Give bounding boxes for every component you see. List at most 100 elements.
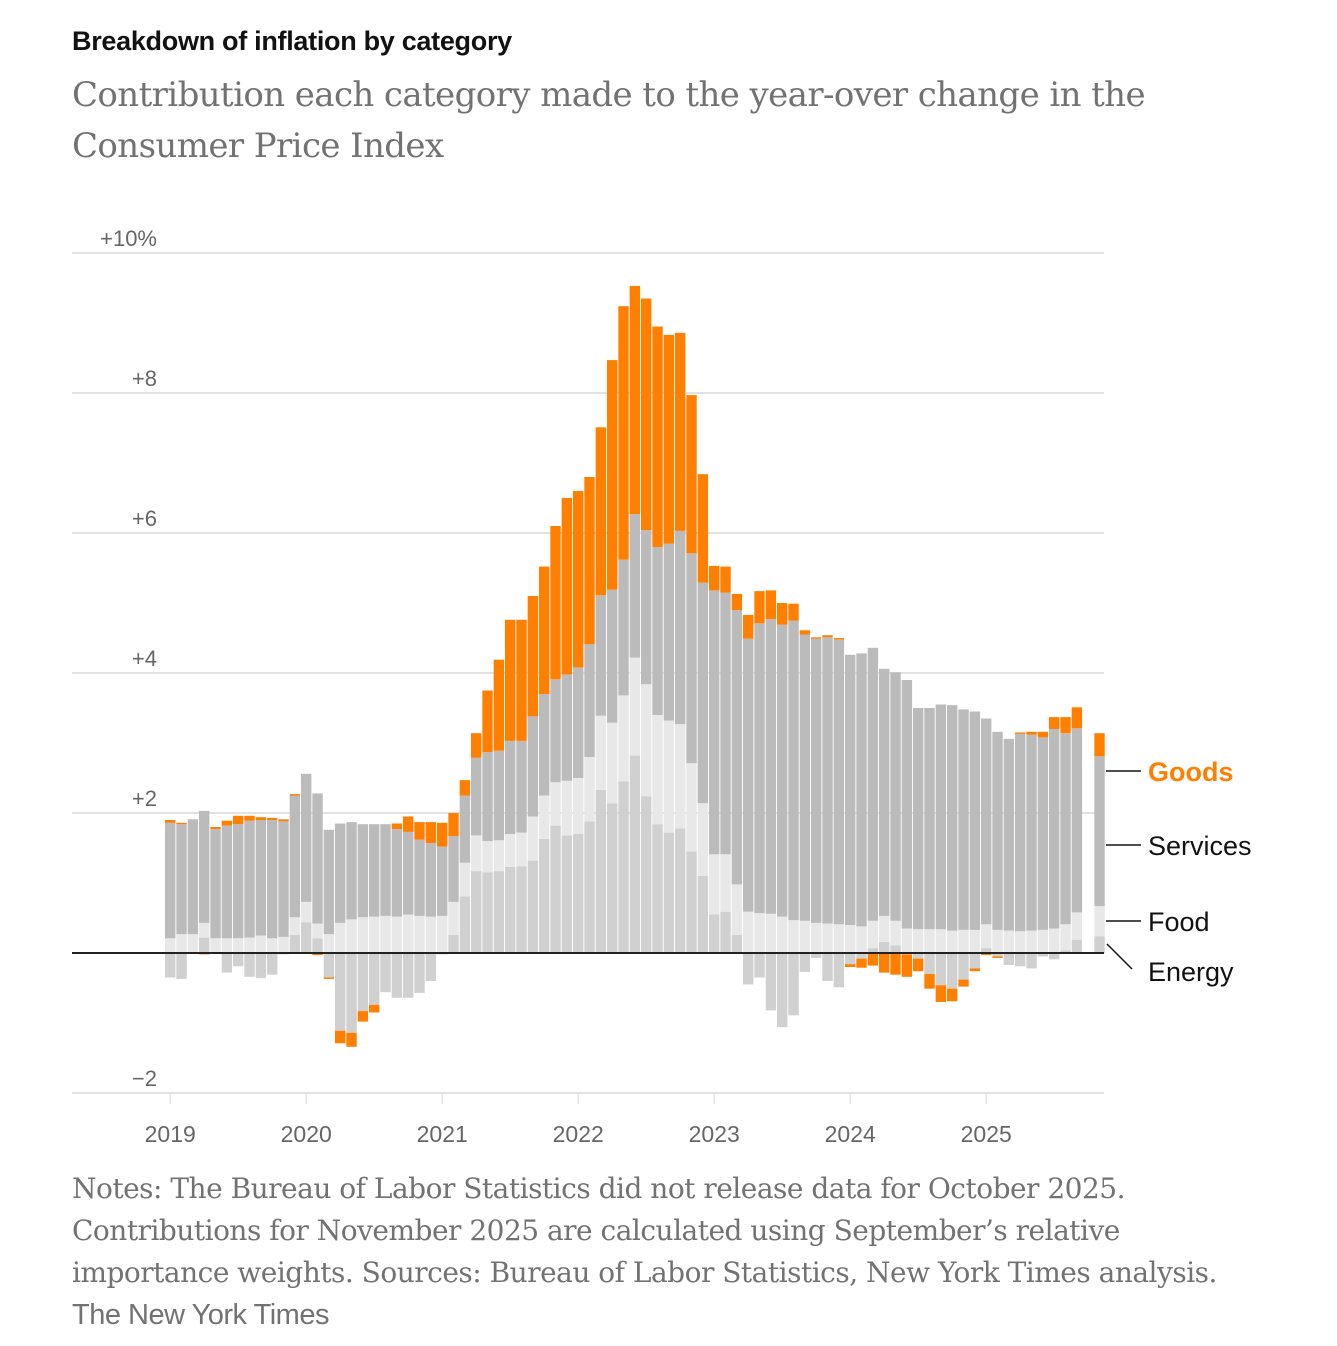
bar-segment-energy-2020-09 xyxy=(391,953,403,998)
bar-segment-services-2022-12 xyxy=(697,582,709,804)
bar-segment-food-2020-12 xyxy=(425,916,437,953)
bar-segment-goods-2024-03 xyxy=(867,953,879,966)
bar-segment-goods-2019-07 xyxy=(233,815,244,825)
bar-segment-energy-2019-12 xyxy=(289,934,301,953)
bar-segment-food-2021-10 xyxy=(539,795,550,839)
bar-segment-goods-2020-04 xyxy=(335,1030,346,1044)
bar-segment-food-2022-10 xyxy=(675,724,686,829)
bar-segment-goods-2019-10 xyxy=(267,817,278,820)
bar-segment-food-2023-08 xyxy=(788,920,799,953)
bar-segment-goods-2023-05 xyxy=(754,591,765,624)
bar-segment-energy-2022-03 xyxy=(595,789,607,953)
bar-segment-food-2023-11 xyxy=(822,923,833,953)
bar-segment-services-2023-11 xyxy=(822,637,833,924)
chart-title: Breakdown of inflation by category xyxy=(72,26,512,56)
bar-segment-energy-2020-03 xyxy=(323,953,335,978)
bar-segment-services-2024-06 xyxy=(901,680,913,929)
bar-segment-goods-2024-01 xyxy=(845,964,856,967)
bar-segment-goods-2020-03 xyxy=(323,977,335,979)
bar-segment-services-2019-10 xyxy=(267,820,278,939)
bar-segment-food-2022-03 xyxy=(595,715,607,790)
bar-segment-goods-2024-12 xyxy=(969,968,981,972)
bar-segment-goods-2022-11 xyxy=(686,395,697,554)
x-tick-label: 2025 xyxy=(961,1121,1012,1147)
bar-segment-services-2019-03 xyxy=(187,819,199,935)
bar-segment-food-2022-08 xyxy=(652,715,663,825)
bar-segment-goods-2020-12 xyxy=(425,822,437,844)
bar-segment-energy-2021-06 xyxy=(493,871,505,953)
bar-segment-services-2024-04 xyxy=(879,668,890,916)
bar-segment-goods-2023-09 xyxy=(799,630,811,635)
bar-segment-energy-2020-01 xyxy=(301,922,312,953)
bar-segment-goods-2024-05 xyxy=(890,953,901,975)
bar-segment-food-2019-06 xyxy=(221,938,233,953)
bar-segment-goods-2022-07 xyxy=(641,298,652,531)
bar-segment-services-2023-06 xyxy=(765,619,777,914)
bar-segment-food-2020-02 xyxy=(312,923,323,939)
bar-segment-energy-2021-09 xyxy=(527,860,539,953)
bar-segment-goods-2025-08 xyxy=(1060,717,1071,734)
bar-segment-services-2021-04 xyxy=(471,757,482,836)
bar-segment-energy-2023-11 xyxy=(822,953,833,981)
bar-segment-services-2021-02 xyxy=(448,836,459,902)
bar-segment-goods-2023-06 xyxy=(765,590,777,620)
bar-segment-services-2024-11 xyxy=(958,709,969,930)
bar-segment-goods-2023-02 xyxy=(720,566,731,593)
bar-segment-goods-2023-11 xyxy=(822,635,833,638)
bar-segment-services-2023-12 xyxy=(833,639,845,925)
bar-segment-goods-2021-04 xyxy=(471,733,482,758)
bar-segment-goods-2021-10 xyxy=(539,566,550,694)
bar-segment-services-2025-08 xyxy=(1060,733,1071,925)
bar-segment-energy-2021-11 xyxy=(550,825,561,953)
bar-segment-goods-2020-11 xyxy=(414,822,425,840)
bar-segment-goods-2025-05 xyxy=(1026,731,1037,735)
bar-segment-goods-2022-06 xyxy=(629,285,641,515)
bar-segment-energy-2024-05 xyxy=(890,945,901,953)
bar-segment-energy-2025-05 xyxy=(1026,953,1037,969)
bar-segment-goods-2019-05 xyxy=(210,827,221,830)
bar-segment-goods-2021-11 xyxy=(550,526,561,680)
bar-segment-energy-2022-10 xyxy=(675,828,686,953)
bar-segment-goods-2024-09 xyxy=(935,985,947,1002)
bar-segment-food-2024-02 xyxy=(856,926,867,953)
bar-segment-food-2020-04 xyxy=(335,922,346,953)
y-tick-label: +8 xyxy=(132,366,157,391)
notes-text: Notes: The Bureau of Labor Statistics di… xyxy=(72,1172,1217,1289)
bar-segment-food-2023-04 xyxy=(743,911,754,953)
bar-segment-goods-2022-08 xyxy=(652,326,663,547)
bar-segment-food-2023-05 xyxy=(754,913,765,953)
bar-segment-energy-2019-08 xyxy=(244,953,255,977)
bar-segment-energy-2025-06 xyxy=(1037,953,1049,957)
bar-segment-food-2024-10 xyxy=(947,930,958,953)
bar-segment-goods-2024-11 xyxy=(958,979,969,987)
bar-segment-goods-2019-06 xyxy=(221,820,233,826)
bar-segment-energy-2023-07 xyxy=(777,953,788,1028)
bar-segment-energy-2024-01 xyxy=(845,953,856,965)
bar-segment-energy-2020-04 xyxy=(335,953,346,1031)
bar-segment-services-2021-06 xyxy=(493,750,505,841)
bar-segment-energy-2024-09 xyxy=(935,953,947,986)
y-tick-label: +6 xyxy=(132,506,157,531)
bar-segment-goods-2019-02 xyxy=(176,822,187,825)
bar-segment-goods-2021-07 xyxy=(505,619,516,741)
bar-segment-services-2021-09 xyxy=(527,716,539,817)
bar-segment-food-2020-09 xyxy=(391,916,403,953)
bar-segment-energy-2025-03 xyxy=(1003,953,1015,965)
bar-segment-goods-2020-09 xyxy=(391,823,403,830)
bar-segment-goods-2024-04 xyxy=(879,953,890,973)
bar-segment-services-2019-07 xyxy=(233,824,244,939)
bar-segment-goods-2024-10 xyxy=(947,988,958,1002)
bar-segment-food-2024-04 xyxy=(879,915,890,942)
bar-segment-services-2025-02 xyxy=(992,731,1003,930)
bar-segment-energy-2022-09 xyxy=(663,832,675,953)
bar-segment-goods-2020-05 xyxy=(346,1032,357,1047)
bar-segment-food-2025-09 xyxy=(1071,912,1083,940)
bar-segment-energy-2024-11 xyxy=(958,953,969,980)
bar-segment-energy-2023-03 xyxy=(731,934,743,953)
bar-segment-food-2019-11 xyxy=(278,936,289,953)
bar-segment-services-2022-03 xyxy=(595,595,607,716)
bar-segment-food-2021-04 xyxy=(471,835,482,872)
bar-segment-services-2019-09 xyxy=(255,820,267,936)
bar-segment-goods-2021-06 xyxy=(493,659,505,751)
bar-segment-services-2020-09 xyxy=(391,829,403,917)
